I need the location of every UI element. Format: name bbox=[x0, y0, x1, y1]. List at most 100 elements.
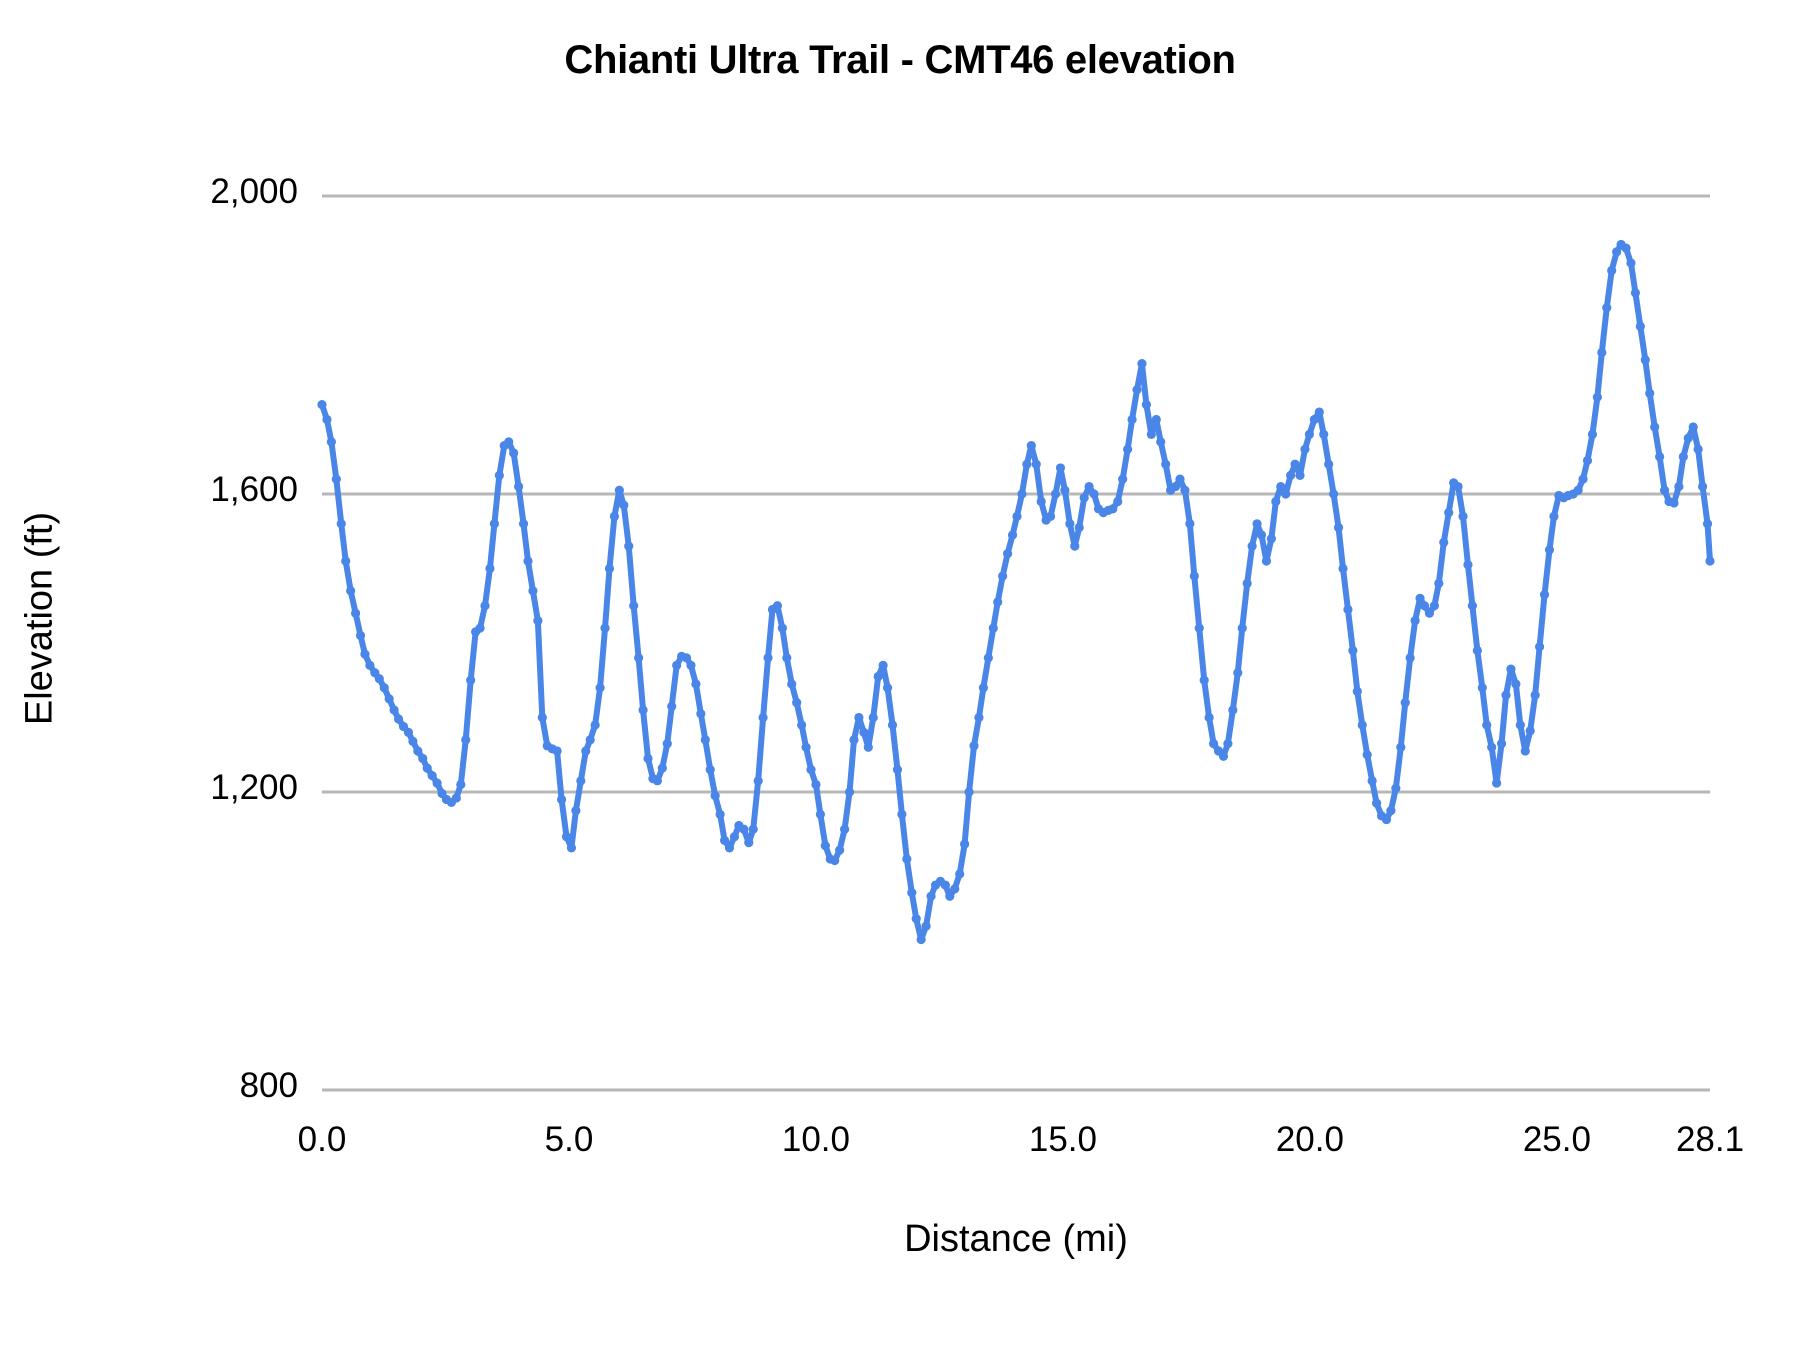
data-point-marker bbox=[504, 437, 514, 447]
data-point-marker bbox=[1477, 683, 1487, 693]
y-axis-tick-label: 2,000 bbox=[210, 172, 298, 211]
data-point-marker bbox=[950, 884, 960, 894]
data-point-marker bbox=[882, 683, 893, 693]
data-point-marker bbox=[1659, 485, 1670, 495]
data-point-marker bbox=[1506, 664, 1516, 674]
data-point-marker bbox=[360, 649, 370, 659]
data-point-marker bbox=[1118, 474, 1128, 484]
data-point-marker bbox=[600, 623, 610, 633]
data-point-marker bbox=[830, 855, 840, 866]
data-point-marker bbox=[878, 660, 888, 670]
data-point-marker bbox=[815, 809, 826, 819]
data-point-marker bbox=[1261, 556, 1272, 566]
data-point-marker bbox=[969, 741, 979, 751]
data-point-marker bbox=[744, 838, 754, 848]
y-axis-tick-label: 1,600 bbox=[210, 470, 298, 509]
data-point-marker bbox=[1492, 778, 1502, 788]
x-axis-tick-label: 5.0 bbox=[544, 1120, 594, 1159]
data-point-marker bbox=[556, 794, 567, 805]
data-point-marker bbox=[1237, 623, 1247, 633]
data-point-marker bbox=[590, 720, 600, 730]
data-point-marker bbox=[1597, 347, 1607, 358]
data-point-marker bbox=[393, 714, 404, 724]
data-point-marker bbox=[1693, 444, 1703, 454]
data-point-marker bbox=[1410, 616, 1420, 626]
data-point-marker bbox=[537, 712, 547, 723]
data-point-marker bbox=[513, 481, 524, 492]
data-point-marker bbox=[418, 753, 428, 764]
data-point-marker bbox=[1141, 400, 1151, 410]
data-point-marker bbox=[777, 623, 787, 633]
data-point-marker bbox=[696, 709, 706, 719]
data-point-marker bbox=[907, 887, 917, 898]
y-axis-title: Elevation (ft) bbox=[18, 511, 61, 726]
data-point-marker bbox=[1137, 359, 1147, 369]
data-point-marker bbox=[1055, 463, 1066, 473]
data-point-marker bbox=[1089, 489, 1099, 499]
data-point-marker bbox=[413, 746, 423, 756]
data-point-marker bbox=[662, 738, 672, 749]
data-point-marker bbox=[916, 934, 926, 945]
data-point-marker bbox=[681, 653, 692, 663]
data-point-marker bbox=[1271, 496, 1281, 507]
data-point-marker bbox=[926, 891, 936, 901]
data-point-marker bbox=[389, 705, 399, 715]
data-point-marker bbox=[1208, 738, 1219, 749]
data-point-marker bbox=[374, 674, 384, 684]
data-point-marker bbox=[1573, 485, 1583, 495]
data-point-marker bbox=[1357, 720, 1367, 730]
data-point-marker bbox=[1065, 519, 1075, 529]
data-point-marker bbox=[1429, 601, 1439, 611]
data-point-marker bbox=[1309, 414, 1319, 425]
data-point-marker bbox=[729, 832, 740, 842]
data-point-marker bbox=[1233, 668, 1243, 678]
data-point-marker bbox=[1645, 388, 1655, 399]
data-point-marker bbox=[494, 470, 504, 480]
data-point-marker bbox=[1415, 593, 1425, 603]
data-point-marker bbox=[719, 835, 730, 846]
data-point-marker bbox=[672, 660, 682, 670]
data-point-marker bbox=[456, 779, 466, 790]
data-point-marker bbox=[365, 660, 375, 670]
data-point-marker bbox=[1266, 534, 1276, 544]
data-point-marker bbox=[1487, 742, 1497, 752]
data-point-marker bbox=[1276, 481, 1286, 492]
data-point-marker bbox=[634, 653, 644, 663]
data-point-marker bbox=[1367, 776, 1377, 786]
data-point-marker bbox=[1419, 601, 1430, 611]
data-point-marker bbox=[868, 712, 878, 723]
data-point-marker bbox=[518, 519, 529, 529]
data-point-marker bbox=[1156, 437, 1166, 447]
data-point-marker bbox=[849, 735, 859, 745]
data-point-marker bbox=[1031, 459, 1041, 469]
data-point-marker bbox=[1602, 303, 1612, 313]
data-point-marker bbox=[897, 809, 907, 819]
data-point-marker bbox=[792, 698, 802, 708]
data-point-marker bbox=[835, 845, 845, 855]
data-point-marker bbox=[1400, 698, 1410, 708]
data-point-marker bbox=[1501, 690, 1511, 700]
data-point-marker bbox=[571, 806, 581, 816]
data-point-marker bbox=[820, 841, 830, 851]
data-point-marker bbox=[1003, 549, 1013, 559]
data-point-marker bbox=[1256, 530, 1267, 540]
data-point-marker bbox=[1650, 422, 1660, 432]
data-point-marker bbox=[1228, 705, 1238, 715]
data-point-marker bbox=[1482, 720, 1492, 730]
data-point-marker bbox=[1050, 489, 1061, 499]
data-point-marker bbox=[581, 746, 591, 756]
data-point-marker bbox=[887, 720, 898, 730]
data-point-marker bbox=[1702, 519, 1713, 529]
data-point-marker bbox=[854, 712, 864, 723]
data-point-marker bbox=[748, 824, 758, 834]
data-point-marker bbox=[960, 839, 970, 849]
data-point-marker bbox=[1348, 645, 1358, 656]
data-point-marker bbox=[379, 683, 389, 693]
data-point-marker bbox=[873, 671, 883, 682]
data-point-marker bbox=[1079, 493, 1089, 503]
data-point-marker bbox=[652, 776, 662, 786]
x-axis-tick-label: 15.0 bbox=[1028, 1120, 1097, 1159]
data-point-marker bbox=[1036, 496, 1046, 507]
data-point-marker bbox=[1123, 444, 1133, 454]
data-point-marker bbox=[955, 869, 965, 879]
